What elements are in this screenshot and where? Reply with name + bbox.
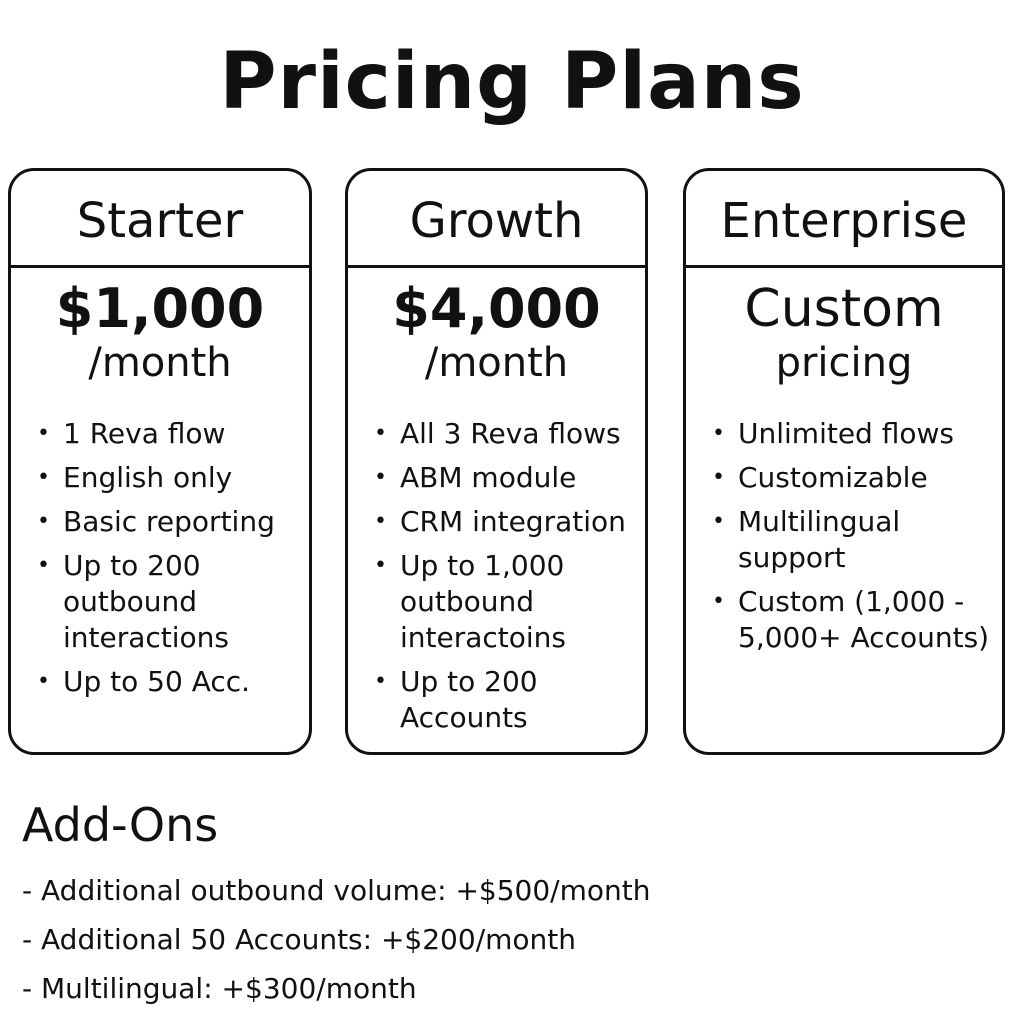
feature-item: Multilingual support <box>712 504 938 576</box>
addon-item: - Multilingual: +$300/month <box>22 972 417 1005</box>
plan-name: Growth <box>348 171 645 268</box>
feature-item: Up to 1,000 outbound interactoins <box>374 548 580 656</box>
price-custom-line2: pricing <box>775 340 913 386</box>
plan-card-growth: Growth $4,000 /month All 3 Reva flows AB… <box>345 168 648 755</box>
addon-item: - Additional 50 Accounts: +$200/month <box>22 923 576 956</box>
feature-item: Up to 200 outbound interactions <box>37 548 253 656</box>
plan-card-starter: Starter $1,000 /month 1 Reva flow Englis… <box>8 168 312 755</box>
feature-list: All 3 Reva flows ABM module CRM integrat… <box>348 416 645 736</box>
feature-item: All 3 Reva flows <box>374 416 633 452</box>
feature-list: Unlimited flows Customizable Multilingua… <box>686 416 1002 656</box>
feature-item: 1 Reva flow <box>37 416 297 452</box>
feature-item: English only <box>37 460 297 496</box>
price-custom-line1: Custom <box>744 279 944 339</box>
price-amount: $4,000 <box>392 277 601 340</box>
addon-item: - Additional outbound volume: +$500/mont… <box>22 874 651 907</box>
feature-list: 1 Reva flow English only Basic reporting… <box>11 416 309 700</box>
feature-item: ABM module <box>374 460 633 496</box>
feature-item: Up to 50 Acc. <box>37 664 297 700</box>
feature-item: Up to 200 Accounts <box>374 664 580 736</box>
addons-title: Add-Ons <box>22 798 219 852</box>
addons-list: - Additional outbound volume: +$500/mont… <box>22 866 650 1013</box>
plan-name: Enterprise <box>686 171 1002 268</box>
plan-price: Custom pricing <box>686 280 1002 388</box>
plan-card-enterprise: Enterprise Custom pricing Unlimited flow… <box>683 168 1005 755</box>
page-title: Pricing Plans <box>219 37 805 127</box>
feature-item: Unlimited flows <box>712 416 990 452</box>
plan-price: $4,000 /month <box>348 280 645 388</box>
plan-price: $1,000 /month <box>11 280 309 388</box>
feature-item: Customizable <box>712 460 990 496</box>
feature-item: Basic reporting <box>37 504 297 540</box>
price-amount: $1,000 <box>55 277 265 340</box>
price-period: /month <box>424 340 569 386</box>
feature-item: CRM integration <box>374 504 633 540</box>
plan-name: Starter <box>11 171 309 268</box>
feature-item: Custom (1,000 - 5,000+ Accounts) <box>712 584 998 656</box>
price-period: /month <box>88 340 232 386</box>
